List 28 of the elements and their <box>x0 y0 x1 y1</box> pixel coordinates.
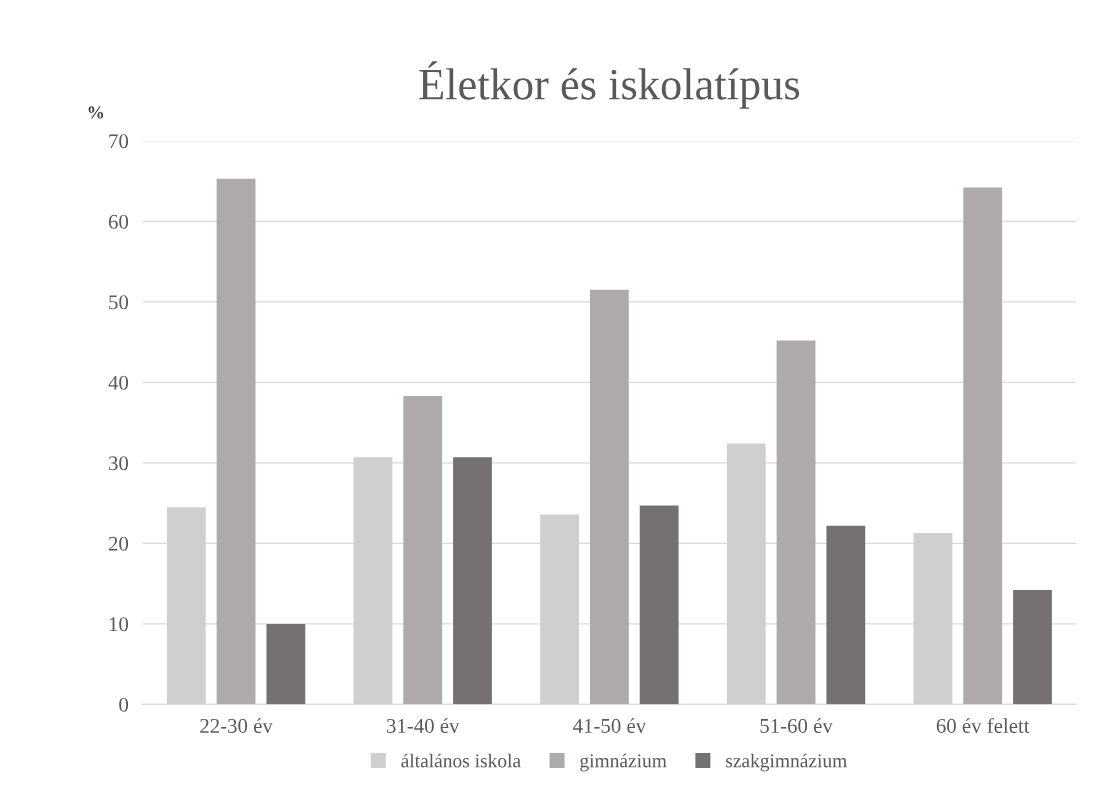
x-tick-label: 41-50 év <box>573 718 647 733</box>
x-tick-label: 22-30 év <box>200 718 273 733</box>
bar <box>963 187 1003 705</box>
bar <box>1013 590 1052 705</box>
legend-label: szakgimnázium <box>726 753 847 772</box>
bar <box>216 178 256 705</box>
y-tick-label: 10 <box>109 617 129 632</box>
x-tick-label: 60 év felett <box>936 718 1030 733</box>
y-tick-label: 20 <box>108 536 129 551</box>
bar <box>639 505 679 705</box>
legend-label: általános iskola <box>401 753 521 768</box>
x-tick-label: 51-60 év <box>760 718 833 733</box>
y-tick-label: 40 <box>108 375 129 390</box>
y-tick-label: 30 <box>109 456 129 471</box>
bar <box>776 340 816 705</box>
bar <box>826 525 866 705</box>
x-tick-label: 31-40 év <box>386 718 460 733</box>
bar <box>403 396 443 705</box>
legend-label: gimnázium <box>580 753 667 772</box>
bar <box>589 289 629 705</box>
y-axis-title: % <box>88 106 104 119</box>
chart-title: Életkor és iskolatípus <box>419 61 800 109</box>
bar <box>453 457 492 705</box>
y-tick-label: 0 <box>119 697 129 712</box>
y-tick-label: 60 <box>108 214 129 229</box>
y-tick-label: 70 <box>109 134 129 149</box>
y-tick-label: 50 <box>109 295 129 310</box>
bar <box>266 623 306 705</box>
